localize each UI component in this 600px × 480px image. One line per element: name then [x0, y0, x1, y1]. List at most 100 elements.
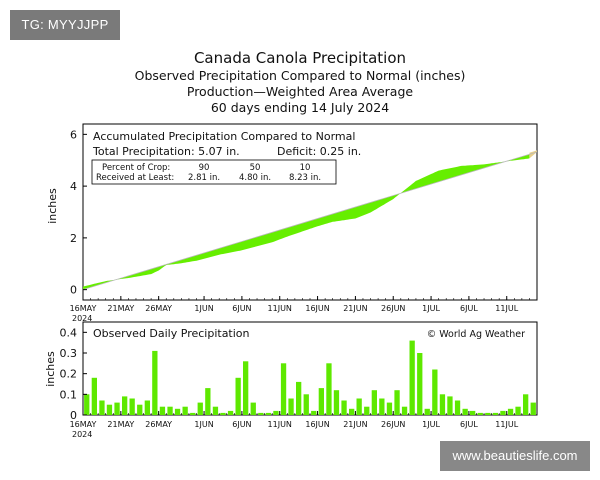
crop-legend-r0-c2: 50 — [250, 163, 261, 173]
daily-bar — [507, 408, 514, 415]
daily-bar — [417, 353, 423, 415]
daily-bar — [485, 412, 491, 415]
total-precip-label: Total Precipitation: 5.07 in. — [92, 145, 240, 158]
daily-bar — [280, 363, 287, 415]
accumulated-panel: 0 2 4 6 16MAY 21MAY 26MAY 1JUN 6JUN 11JUN 16JUN 21J… — [46, 123, 538, 323]
daily-bar — [394, 390, 400, 415]
top-series-layer — [82, 150, 538, 291]
bottom-x-tick-label: 16JUN — [305, 420, 329, 429]
daily-bar — [99, 400, 105, 415]
top-y-tick-label: 0 — [70, 284, 77, 297]
bottom-y-tick-label: 0.3 — [60, 347, 78, 360]
daily-bar — [265, 412, 271, 415]
daily-bar — [333, 390, 340, 415]
daily-bar — [122, 396, 128, 415]
daily-bar — [303, 394, 309, 415]
bottom-y-tick-label: 0.1 — [60, 388, 78, 401]
daily-bar — [84, 394, 90, 415]
daily-bar — [341, 400, 347, 415]
top-y-axis-label: inches — [46, 188, 59, 224]
daily-bar — [356, 398, 362, 415]
bottom-axis-layer: 0 0.1 0.2 0.3 0.4 16MAY 21MAY 26MAY 1JUN 6JUN 11JU… — [60, 326, 538, 429]
top-x-tick-label: 11JUN — [268, 304, 292, 313]
top-x-tick-label: 1JUN — [194, 304, 213, 313]
daily-bar — [439, 394, 446, 415]
bottom-x-tick-label: 16MAY — [70, 420, 97, 429]
daily-bar — [144, 400, 150, 415]
top-x-tick-label: 11JUL — [495, 304, 518, 313]
watermark-bottom: www.beautieslife.com — [440, 441, 590, 471]
daily-bar — [243, 361, 249, 415]
daily-bar — [462, 408, 468, 415]
top-x-tick-label: 16JUN — [305, 304, 329, 313]
bottom-x-tick-label: 11JUL — [495, 420, 518, 429]
daily-bar — [401, 406, 408, 415]
daily-bar — [190, 412, 196, 415]
top-x-tick-label: 16MAY — [70, 304, 97, 313]
bottom-x-tick-label: 6JUN — [232, 420, 251, 429]
crop-legend-r1-c2: 4.80 in. — [239, 173, 271, 183]
daily-bar — [91, 377, 97, 415]
top-y-tick-label: 2 — [70, 232, 77, 245]
daily-bar — [152, 350, 158, 415]
bottom-x-tick-label: 1JUL — [422, 420, 440, 429]
daily-bar — [349, 408, 355, 415]
daily-bar — [515, 406, 521, 415]
top-y-tick-label: 4 — [70, 180, 77, 193]
top-y-tick-label: 6 — [70, 128, 77, 141]
daily-bar — [386, 402, 393, 415]
bottom-year-label: 2024 — [72, 430, 92, 439]
daily-bar — [364, 406, 370, 415]
bottom-x-tick-label: 21JUN — [343, 420, 367, 429]
daily-bar — [424, 408, 430, 415]
crop-legend-r0-c3: 10 — [300, 163, 311, 173]
crop-legend-r1-c1: 2.81 in. — [188, 173, 220, 183]
daily-bar — [114, 402, 120, 415]
accum-box-title: Accumulated Precipitation Compared to No… — [93, 130, 355, 143]
daily-bar — [470, 410, 476, 415]
daily-bar — [432, 369, 438, 415]
daily-bar — [212, 406, 219, 415]
bottom-y-axis-label: inches — [44, 351, 57, 387]
credit-label: © World Ag Weather — [427, 329, 525, 340]
daily-bar — [137, 404, 143, 415]
crop-legend-r1-c3: 8.23 in. — [289, 173, 321, 183]
daily-bar — [167, 406, 173, 415]
top-x-tick-label: 26MAY — [145, 304, 172, 313]
bottom-x-tick-label: 21MAY — [107, 420, 134, 429]
top-x-tick-label: 6JUN — [232, 304, 251, 313]
daily-bar — [447, 396, 453, 415]
daily-bar — [326, 363, 332, 415]
daily-bar — [379, 398, 385, 415]
daily-bar — [288, 398, 294, 415]
daily-bar — [296, 381, 302, 415]
daily-bar — [477, 412, 483, 415]
daily-bar — [454, 400, 461, 415]
bottom-x-tick-label: 1JUN — [194, 420, 213, 429]
top-plot-frame — [82, 123, 538, 301]
watermark-top: TG: MYYJJPP — [10, 10, 120, 40]
daily-bar — [409, 340, 415, 415]
bottom-x-tick-label: 26MAY — [145, 420, 172, 429]
top-x-tick-label: 21MAY — [107, 304, 134, 313]
daily-bar — [371, 390, 377, 415]
daily-bar — [273, 410, 279, 415]
daily-bar — [318, 388, 324, 415]
daily-bar — [235, 377, 241, 415]
crop-legend-r0-c1: 90 — [199, 163, 210, 173]
daily-bar — [129, 398, 135, 415]
daily-bar — [159, 406, 166, 415]
bottom-x-tick-label: 6JUL — [460, 420, 478, 429]
deficit-label: Deficit: 0.25 in. — [277, 145, 361, 158]
daily-bar — [530, 402, 536, 415]
daily-bar — [174, 408, 181, 415]
bottom-y-tick-label: 0.2 — [60, 368, 78, 381]
crop-legend-box — [91, 159, 337, 185]
top-x-tick-label: 26JUN — [381, 304, 405, 313]
daily-bar — [250, 402, 256, 415]
bottom-series-layer — [84, 340, 536, 415]
bottom-x-tick-label: 26JUN — [381, 420, 405, 429]
daily-panel: 0 0.1 0.2 0.3 0.4 16MAY 21MAY 26MAY 1JUN 6JUN 11JU… — [44, 321, 538, 439]
daily-bar — [220, 412, 226, 415]
